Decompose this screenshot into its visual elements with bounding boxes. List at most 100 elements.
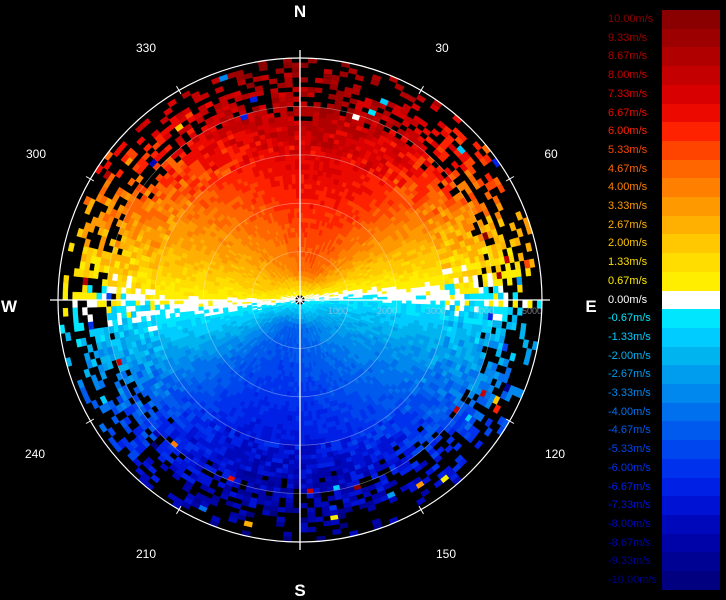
legend-label: -8.67m/s [608,536,651,549]
legend-swatch [662,327,720,348]
legend-label: -10.00m/s [608,574,657,586]
legend-swatch [662,28,720,48]
legend-item: -4.00m/s [606,402,720,422]
range-label-2000: 2000 [377,306,397,316]
legend-swatch [662,66,720,86]
range-label-1000: 1000 [328,306,348,316]
legend-label: -4.00m/s [608,405,651,418]
azimuth-tick [505,176,515,182]
legend-item: 6.00m/s [606,122,720,142]
azimuth-tick [418,505,424,515]
legend-swatch [662,140,720,161]
azimuth-tick [176,85,182,95]
legend-swatch [662,496,720,516]
legend-item: -7.33m/s [606,496,720,516]
radial-velocity-display: N S E W 30 60 120 150 210 240 300 330 10… [1,2,597,600]
legend-swatch [662,552,720,572]
legend-swatch [662,290,720,310]
legend-swatch [662,421,720,441]
legend-item: 2.67m/s [606,215,720,235]
legend-label: 7.33m/s [608,87,648,100]
legend-swatch [662,159,720,179]
angle-label-30: 30 [435,41,449,55]
radar-center-icon [294,294,306,306]
legend-label: -3.33m/s [608,387,651,399]
angle-label-240: 240 [25,447,45,461]
legend-label: -6.67m/s [608,480,651,493]
legend-label: 10.00m/s [608,13,654,25]
legend-swatch [662,533,720,553]
legend-swatch [662,47,720,67]
legend-item: 6.67m/s [606,103,720,123]
legend-label: -7.33m/s [608,499,651,512]
compass-south-label: S [294,581,305,600]
legend-swatch [662,365,720,385]
legend-item: 8.00m/s [606,66,720,86]
legend-item: -2.67m/s [606,365,720,385]
angle-label-150: 150 [436,547,456,561]
azimuth-tick [85,418,95,424]
legend-label: 3.33m/s [608,200,648,212]
legend-swatch [662,402,720,422]
angle-label-120: 120 [545,447,565,461]
legend-label: -2.67m/s [608,368,651,381]
legend-item: -1.33m/s [606,327,720,348]
compass-east-label: E [585,297,596,316]
legend-swatch [662,458,720,478]
legend-item: 1.33m/s [606,253,720,273]
legend-label: 0.00m/s [608,293,648,306]
legend-label: -1.33m/s [608,330,651,343]
azimuth-tick [505,418,515,424]
legend-item: -6.00m/s [606,458,720,478]
angle-label-210: 210 [136,547,156,561]
velocity-cell-group [76,123,517,405]
legend-label: 6.67m/s [608,106,648,119]
legend-item: -0.67m/s [606,309,720,329]
azimuth-tick [85,176,95,182]
legend-label: 8.67m/s [608,50,648,63]
legend-label: -8.00m/s [608,517,651,530]
angle-label-300: 300 [26,147,46,161]
legend-item: -6.67m/s [606,477,720,497]
legend-swatch [662,440,720,460]
angle-label-60: 60 [544,147,558,161]
legend-label: 0.67m/s [608,274,648,287]
legend-label: -9.33m/s [608,555,651,568]
azimuth-tick [418,85,424,95]
velocity-cells [59,57,543,543]
legend-swatch [662,234,720,254]
legend-swatch [662,103,720,123]
legend-label: 2.00m/s [608,237,648,250]
legend-item: 7.33m/s [606,84,720,104]
legend-item: 0.00m/s [606,290,720,310]
legend-item: -10.00m/s [606,571,720,591]
legend-swatch [662,309,720,329]
legend-item: 5.33m/s [606,140,720,161]
legend-label: 1.33m/s [608,256,648,269]
legend-swatch [662,215,720,235]
range-label-3000: 3000 [426,306,446,316]
legend-label: 2.67m/s [608,218,648,231]
compass-west-label: W [1,297,18,316]
legend-item: 8.67m/s [606,47,720,67]
legend-swatch [662,122,720,142]
range-label-4000: 4000 [474,306,494,316]
legend-label: 8.00m/s [608,69,648,82]
legend-swatch [662,514,720,535]
legend-label: -5.33m/s [608,443,651,456]
legend-item: -8.00m/s [606,514,720,535]
legend-item: 10.00m/s [606,10,720,30]
legend-item: -4.67m/s [606,421,720,441]
legend-item: -9.33m/s [606,552,720,572]
legend-item: -8.67m/s [606,533,720,553]
legend-item: 9.33m/s [606,28,720,48]
legend-swatch [662,271,720,291]
legend-item: 0.67m/s [606,271,720,291]
legend-label: -4.67m/s [608,424,651,437]
legend-item: 2.00m/s [606,234,720,254]
legend-item: -2.00m/s [606,346,720,366]
legend-label: -2.00m/s [608,349,651,362]
legend-label: 5.33m/s [608,143,648,156]
legend-item: -5.33m/s [606,440,720,460]
legend-swatch [662,346,720,366]
